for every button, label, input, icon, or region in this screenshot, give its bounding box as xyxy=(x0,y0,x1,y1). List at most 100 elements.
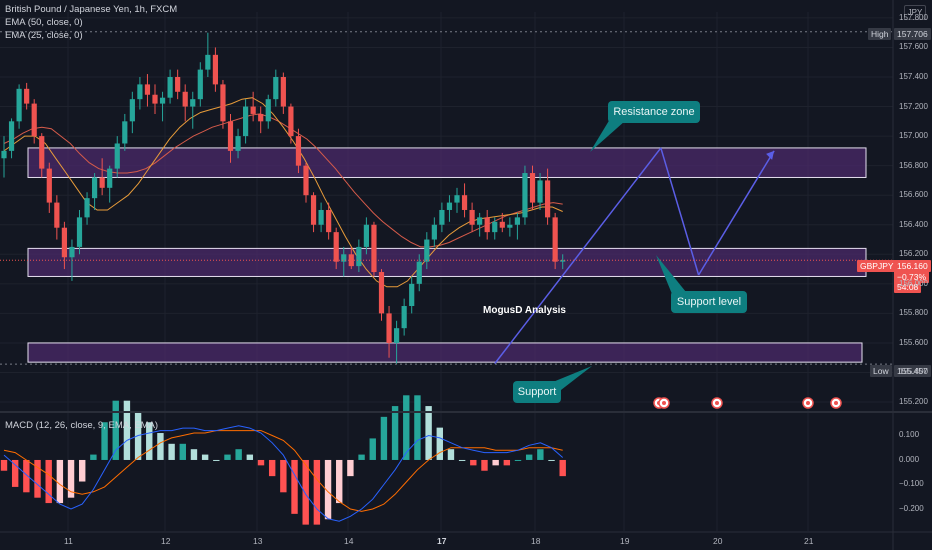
macd-histogram-bar xyxy=(34,459,41,498)
candle-body xyxy=(439,209,445,225)
macd-histogram-bar xyxy=(190,449,198,460)
low-value: 155.457 xyxy=(894,365,931,377)
bar-countdown: 54:08 xyxy=(894,281,922,293)
candle-body xyxy=(522,173,528,218)
resistance-zone-callout[interactable]: Resistance zone xyxy=(608,101,700,123)
time-tick: 11 xyxy=(64,536,73,546)
macd-histogram-bar xyxy=(79,459,86,482)
candle-body xyxy=(303,165,309,196)
candle-body xyxy=(499,221,505,228)
macd-histogram-bar xyxy=(302,459,309,525)
zones xyxy=(27,147,867,363)
price-tick: 155.800 xyxy=(899,308,928,318)
time-tick: 17 xyxy=(437,536,447,546)
resistance-pointer xyxy=(590,119,625,152)
time-tick: 14 xyxy=(344,536,354,546)
candle-body xyxy=(175,77,181,92)
zone-rect xyxy=(27,247,867,277)
macd-histogram-bar xyxy=(90,454,97,460)
candle-body xyxy=(167,77,173,98)
candle-body xyxy=(288,106,294,137)
macd-histogram-bar xyxy=(481,459,488,471)
ema25-legend[interactable]: EMA (25, close, 0) xyxy=(5,30,83,41)
macd-histogram-bar xyxy=(224,454,231,460)
macd-histogram-bar xyxy=(324,459,332,520)
candle-body xyxy=(76,217,83,247)
macd-histogram-bar xyxy=(358,454,365,460)
price-tick: 157.800 xyxy=(899,12,928,22)
macd-histogram-bar xyxy=(436,427,443,460)
candle-body xyxy=(212,54,218,85)
price-tick: 156.400 xyxy=(899,219,928,229)
macd-line xyxy=(3,425,564,522)
candle-body xyxy=(8,121,15,151)
candle-body xyxy=(492,221,498,233)
macd-histogram-bar xyxy=(414,395,421,460)
candle-body xyxy=(529,173,536,203)
candle-body xyxy=(235,136,241,151)
macd-tick: 0.000 xyxy=(899,454,920,464)
candle-body xyxy=(46,168,52,203)
macd-histogram-bar xyxy=(514,459,522,461)
candle-body xyxy=(152,94,158,104)
candle-body xyxy=(371,224,377,273)
macd-histogram-bar xyxy=(23,459,30,493)
macd-histogram-bar xyxy=(0,459,8,471)
macd-histogram-bar xyxy=(470,459,477,466)
event-flag-dot xyxy=(662,401,666,405)
candle-body xyxy=(424,239,430,262)
candle-body xyxy=(545,180,551,218)
candle-body xyxy=(461,195,468,210)
macd-legend[interactable]: MACD (12, 26, close, 9, EMA, EMA) xyxy=(5,420,159,431)
candle-body xyxy=(122,121,128,144)
macd-histogram-bar xyxy=(336,459,343,504)
trend-arrowhead xyxy=(766,150,775,160)
candle-body xyxy=(280,77,286,107)
candle-body xyxy=(295,136,302,166)
candle-body xyxy=(477,217,483,225)
candle-body xyxy=(16,88,22,122)
macd-histogram-bar xyxy=(246,454,254,460)
macd-histogram-bar xyxy=(67,459,75,498)
signal-line xyxy=(3,430,563,512)
macd-histogram-bar xyxy=(503,459,511,466)
macd-histogram-bar xyxy=(447,449,455,460)
candle-body xyxy=(197,69,203,100)
candle-body xyxy=(137,84,143,100)
low-label: Low xyxy=(870,365,892,377)
currency-button[interactable]: JPY xyxy=(904,5,926,20)
candle-body xyxy=(401,306,407,329)
support-level-callout[interactable]: Support level xyxy=(671,291,747,313)
macd-panel xyxy=(0,395,566,525)
candle-body xyxy=(190,99,196,107)
candle-body xyxy=(84,198,90,218)
support-callout[interactable]: Support xyxy=(513,381,561,403)
candle-body xyxy=(310,195,317,225)
candle-body xyxy=(416,261,422,284)
macd-histogram-bar xyxy=(157,433,164,460)
ema50-legend[interactable]: EMA (50, close, 0) xyxy=(5,17,83,28)
candle-body xyxy=(92,177,98,199)
candle-body xyxy=(552,217,558,262)
time-tick: 20 xyxy=(713,536,723,546)
event-flag-dot xyxy=(715,401,719,405)
candle-body xyxy=(341,254,347,262)
candle-body xyxy=(378,272,385,314)
macd-histogram-bar xyxy=(257,459,265,466)
time-tick: 13 xyxy=(253,536,263,546)
candle-body xyxy=(446,202,453,210)
macd-histogram-bar xyxy=(101,422,108,460)
macd-histogram-bar xyxy=(548,459,555,461)
macd-histogram-bar xyxy=(146,422,153,460)
price-tick: 157.000 xyxy=(899,131,928,141)
trend-line xyxy=(660,147,700,276)
candle-body xyxy=(258,113,264,122)
macd-histogram-bar xyxy=(492,459,499,466)
candle-body xyxy=(507,224,513,228)
price-tick: 156.600 xyxy=(899,190,928,200)
trend-line xyxy=(494,147,662,365)
macd-histogram-bar xyxy=(168,443,175,460)
overlays xyxy=(0,31,893,409)
trend-line xyxy=(697,150,775,276)
